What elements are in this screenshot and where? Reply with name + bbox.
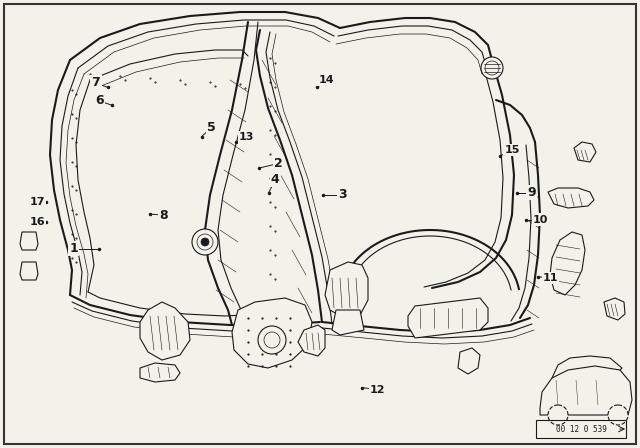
Text: 3: 3 <box>338 188 347 202</box>
Text: 5: 5 <box>207 121 216 134</box>
Text: 00 12 0 539: 00 12 0 539 <box>556 425 607 434</box>
Text: 2: 2 <box>274 157 283 170</box>
Polygon shape <box>332 310 364 335</box>
Polygon shape <box>232 298 312 368</box>
Polygon shape <box>20 232 38 250</box>
Circle shape <box>481 57 503 79</box>
Text: 15: 15 <box>504 145 520 155</box>
Circle shape <box>608 405 628 425</box>
Text: 6: 6 <box>95 94 104 108</box>
Text: 16: 16 <box>29 217 45 227</box>
Text: 17: 17 <box>29 198 45 207</box>
Polygon shape <box>408 298 488 338</box>
Text: 14: 14 <box>319 75 334 85</box>
Polygon shape <box>540 366 632 415</box>
Circle shape <box>201 238 209 246</box>
Polygon shape <box>325 262 368 318</box>
Text: 10: 10 <box>533 215 548 224</box>
Text: 1: 1 <box>69 242 78 255</box>
Polygon shape <box>550 232 585 295</box>
Polygon shape <box>298 325 325 356</box>
Text: 11: 11 <box>543 273 558 283</box>
Text: 7: 7 <box>92 76 100 90</box>
Circle shape <box>264 332 280 348</box>
Circle shape <box>485 61 499 75</box>
Polygon shape <box>604 298 625 320</box>
Bar <box>536 420 626 438</box>
Polygon shape <box>548 188 594 208</box>
Text: 12: 12 <box>370 385 385 395</box>
Polygon shape <box>458 348 480 374</box>
Text: 8: 8 <box>159 208 168 222</box>
Polygon shape <box>140 302 190 360</box>
Circle shape <box>258 326 286 354</box>
Polygon shape <box>574 142 596 162</box>
Text: 13: 13 <box>239 132 254 142</box>
Text: 4: 4 <box>271 172 280 186</box>
Polygon shape <box>20 262 38 280</box>
Circle shape <box>548 405 568 425</box>
Circle shape <box>197 234 213 250</box>
Text: 9: 9 <box>527 186 536 199</box>
Circle shape <box>192 229 218 255</box>
Polygon shape <box>140 363 180 382</box>
